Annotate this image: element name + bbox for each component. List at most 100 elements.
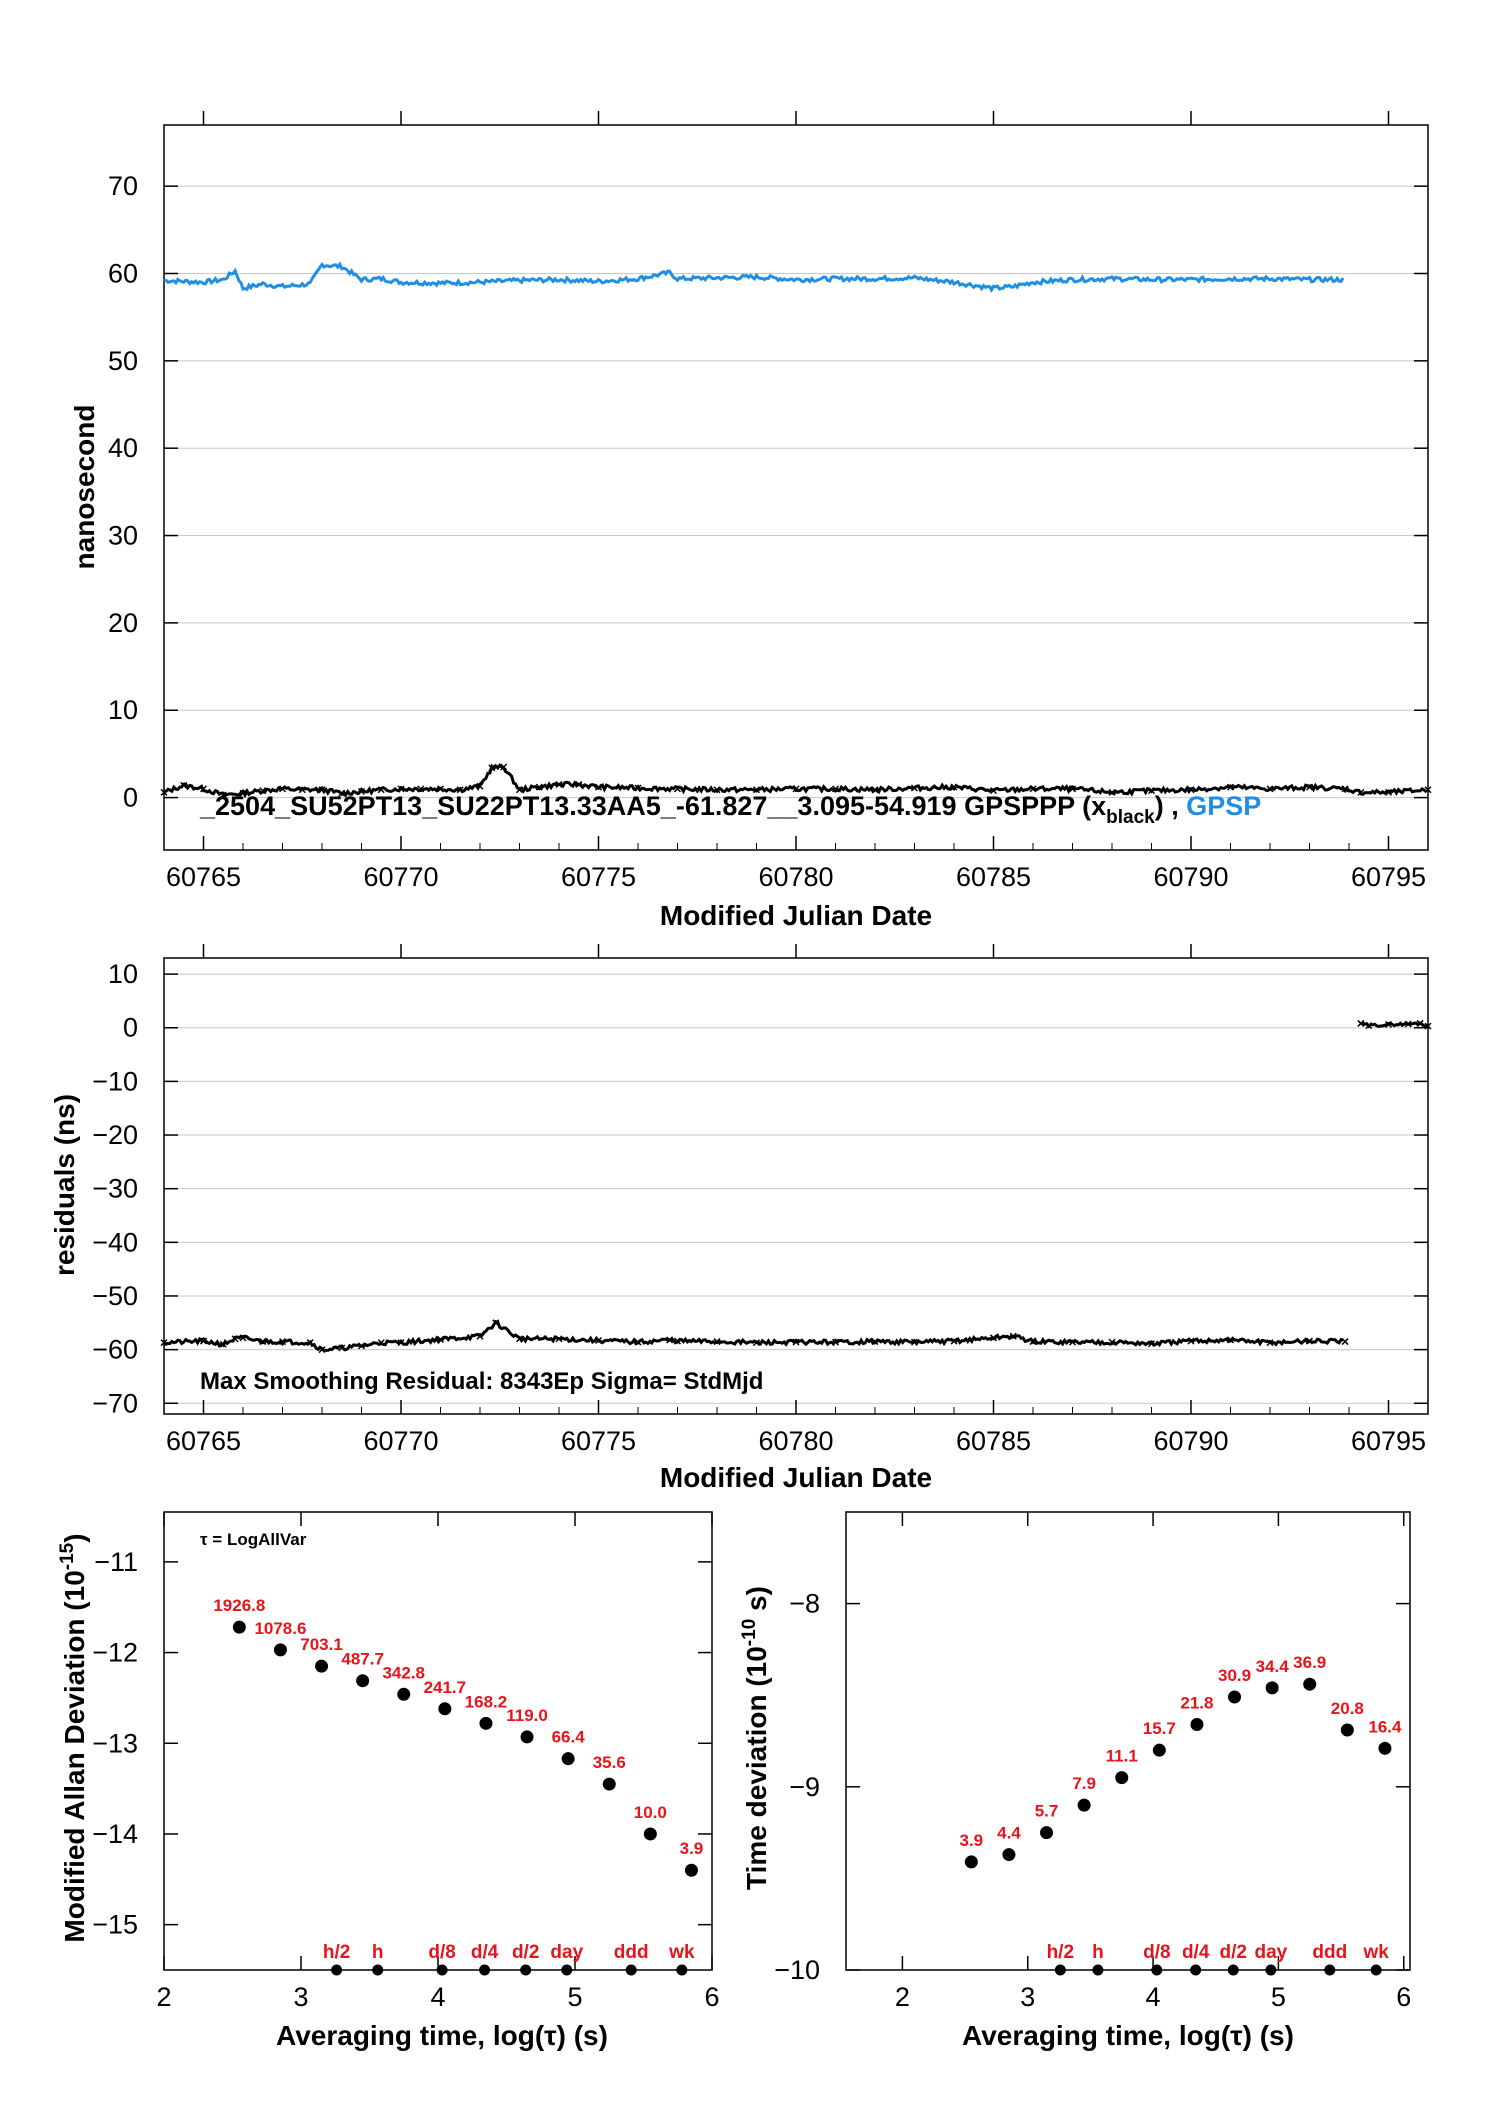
- series-marker: [1305, 783, 1314, 791]
- x-tick-label: 60770: [363, 1426, 438, 1456]
- x-tick-label: 60765: [166, 1426, 241, 1456]
- tau-marker: [561, 1964, 573, 1976]
- y-tick-label: −70: [92, 1388, 138, 1418]
- y-tick-label: −60: [92, 1335, 138, 1365]
- data-point: [273, 1643, 287, 1657]
- series-marker: [1357, 788, 1365, 796]
- point-label: 7.9: [1072, 1774, 1096, 1793]
- data-point: [315, 1659, 329, 1673]
- y-tick-label: −15: [92, 1910, 138, 1940]
- data-point: [1190, 1718, 1204, 1732]
- x-tick-label: 60795: [1351, 862, 1426, 892]
- series-marker: [1108, 788, 1116, 796]
- y-tick-label: −8: [789, 1589, 820, 1619]
- x-tick-label: 2: [156, 1982, 171, 2012]
- tau-marker: [1190, 1964, 1202, 1976]
- x-tick-label: 60790: [1153, 1426, 1228, 1456]
- mdev-ylabel-sup: -15: [57, 1542, 78, 1570]
- y-tick-label: −12: [92, 1638, 138, 1668]
- data-point: [1040, 1826, 1054, 1840]
- point-label: 119.0: [506, 1706, 548, 1725]
- legend-middle: ) ,: [1155, 791, 1187, 821]
- point-label: 10.0: [634, 1803, 667, 1822]
- y-tick-label: −13: [92, 1728, 138, 1758]
- point-label: 703.1: [300, 1635, 343, 1654]
- point-label: 4.4: [997, 1824, 1021, 1843]
- mdev-ylabel-main: Modified Allan Deviation (10: [59, 1570, 90, 1942]
- point-label: 3.9: [680, 1839, 704, 1858]
- series-marker: [989, 1334, 998, 1342]
- series-marker: [239, 789, 247, 797]
- data-point: [1378, 1741, 1392, 1755]
- y-tick-label: 40: [108, 433, 138, 463]
- series-marker: [910, 784, 919, 792]
- series-marker: [377, 786, 385, 794]
- series-marker: [278, 1338, 287, 1346]
- point-label: 11.1: [1106, 1747, 1138, 1766]
- y-tick-label: 70: [108, 171, 138, 201]
- x-tick-label: 3: [1020, 1982, 1035, 2012]
- mdev-ylabel: Modified Allan Deviation (10-15): [57, 1533, 90, 1942]
- tdev-panel: 2 3 4 5 6 −8 −9 −10 3.9 4.4 5.7 7.9 11.1 15.721.8 30.…: [739, 1511, 1411, 2051]
- point-label: 3.9: [960, 1831, 984, 1850]
- point-label: 487.7: [341, 1650, 384, 1669]
- data-point: [356, 1674, 370, 1688]
- data-point: [438, 1702, 452, 1716]
- x-tick-label: 6: [1396, 1982, 1411, 2012]
- series-marker: [1424, 786, 1432, 794]
- x-tick-label: 60785: [956, 1426, 1031, 1456]
- x-tick-label: 2: [895, 1982, 910, 2012]
- y-tick-label: 0: [123, 1013, 138, 1043]
- series-marker: [1147, 787, 1156, 795]
- series-marker: [989, 787, 998, 795]
- series-marker: [1266, 785, 1274, 793]
- data-point: [479, 1716, 493, 1730]
- y-tick-label: −9: [789, 1772, 820, 1802]
- y-tick-label: 30: [108, 521, 138, 551]
- tau-marker: [479, 1964, 491, 1976]
- timeseries-panel: 60765 60770 60775 60780 60785 60790 60795 0 10 20…: [69, 111, 1432, 931]
- point-label: 30.9: [1218, 1666, 1251, 1685]
- series-marker: [1108, 1338, 1116, 1346]
- series-marker: [871, 786, 879, 794]
- y-tick-label: −14: [92, 1819, 138, 1849]
- series-marker: [1341, 1338, 1349, 1346]
- series-marker: [950, 1337, 958, 1345]
- y-tick-label: −30: [92, 1174, 138, 1204]
- tdev-xlabel: Averaging time, log(τ) (s): [962, 2020, 1294, 2051]
- point-label: 35.6: [593, 1753, 626, 1772]
- mdev-points: 1926.8 1078.6703.1487.7342.8241.7168.2119…: [213, 1596, 704, 1976]
- x-tick-label: 60785: [956, 862, 1031, 892]
- data-point: [1340, 1723, 1354, 1737]
- tau-marker-label: day: [550, 1942, 583, 1963]
- data-point: [1077, 1798, 1091, 1812]
- series-marker: [259, 1338, 267, 1346]
- tau-marker-label: h/2: [323, 1942, 350, 1963]
- legend-subscript: black: [1106, 807, 1155, 828]
- timeseries-legend: _2504_SU52PT13_SU22PT13.33AA5_-61.827__3…: [199, 791, 1261, 828]
- series-marker: [1187, 786, 1195, 794]
- series-marker: [417, 785, 425, 793]
- series-marker: [634, 1338, 642, 1346]
- point-label: 66.4: [552, 1728, 586, 1747]
- series-marker: [535, 783, 543, 791]
- data-point: [397, 1687, 411, 1701]
- point-label: 5.7: [1035, 1802, 1059, 1821]
- series-line: [1360, 1021, 1429, 1029]
- series-marker: [1384, 788, 1393, 796]
- x-tick-label: 4: [430, 1982, 445, 2012]
- tau-marker-label: h: [1092, 1942, 1104, 1963]
- point-label: 16.4: [1368, 1717, 1402, 1736]
- series-marker: [219, 791, 227, 799]
- tau-marker-label: h: [372, 1942, 384, 1963]
- series-marker: [1029, 785, 1037, 793]
- series-marker: [199, 1337, 208, 1345]
- tau-marker-label: d/8: [428, 1942, 455, 1963]
- data-point: [232, 1620, 246, 1634]
- y-tick-label: −20: [92, 1120, 138, 1150]
- series-marker: [338, 789, 346, 797]
- point-label: 20.8: [1331, 1699, 1364, 1718]
- data-point: [561, 1752, 575, 1766]
- series-marker: [1226, 1336, 1235, 1344]
